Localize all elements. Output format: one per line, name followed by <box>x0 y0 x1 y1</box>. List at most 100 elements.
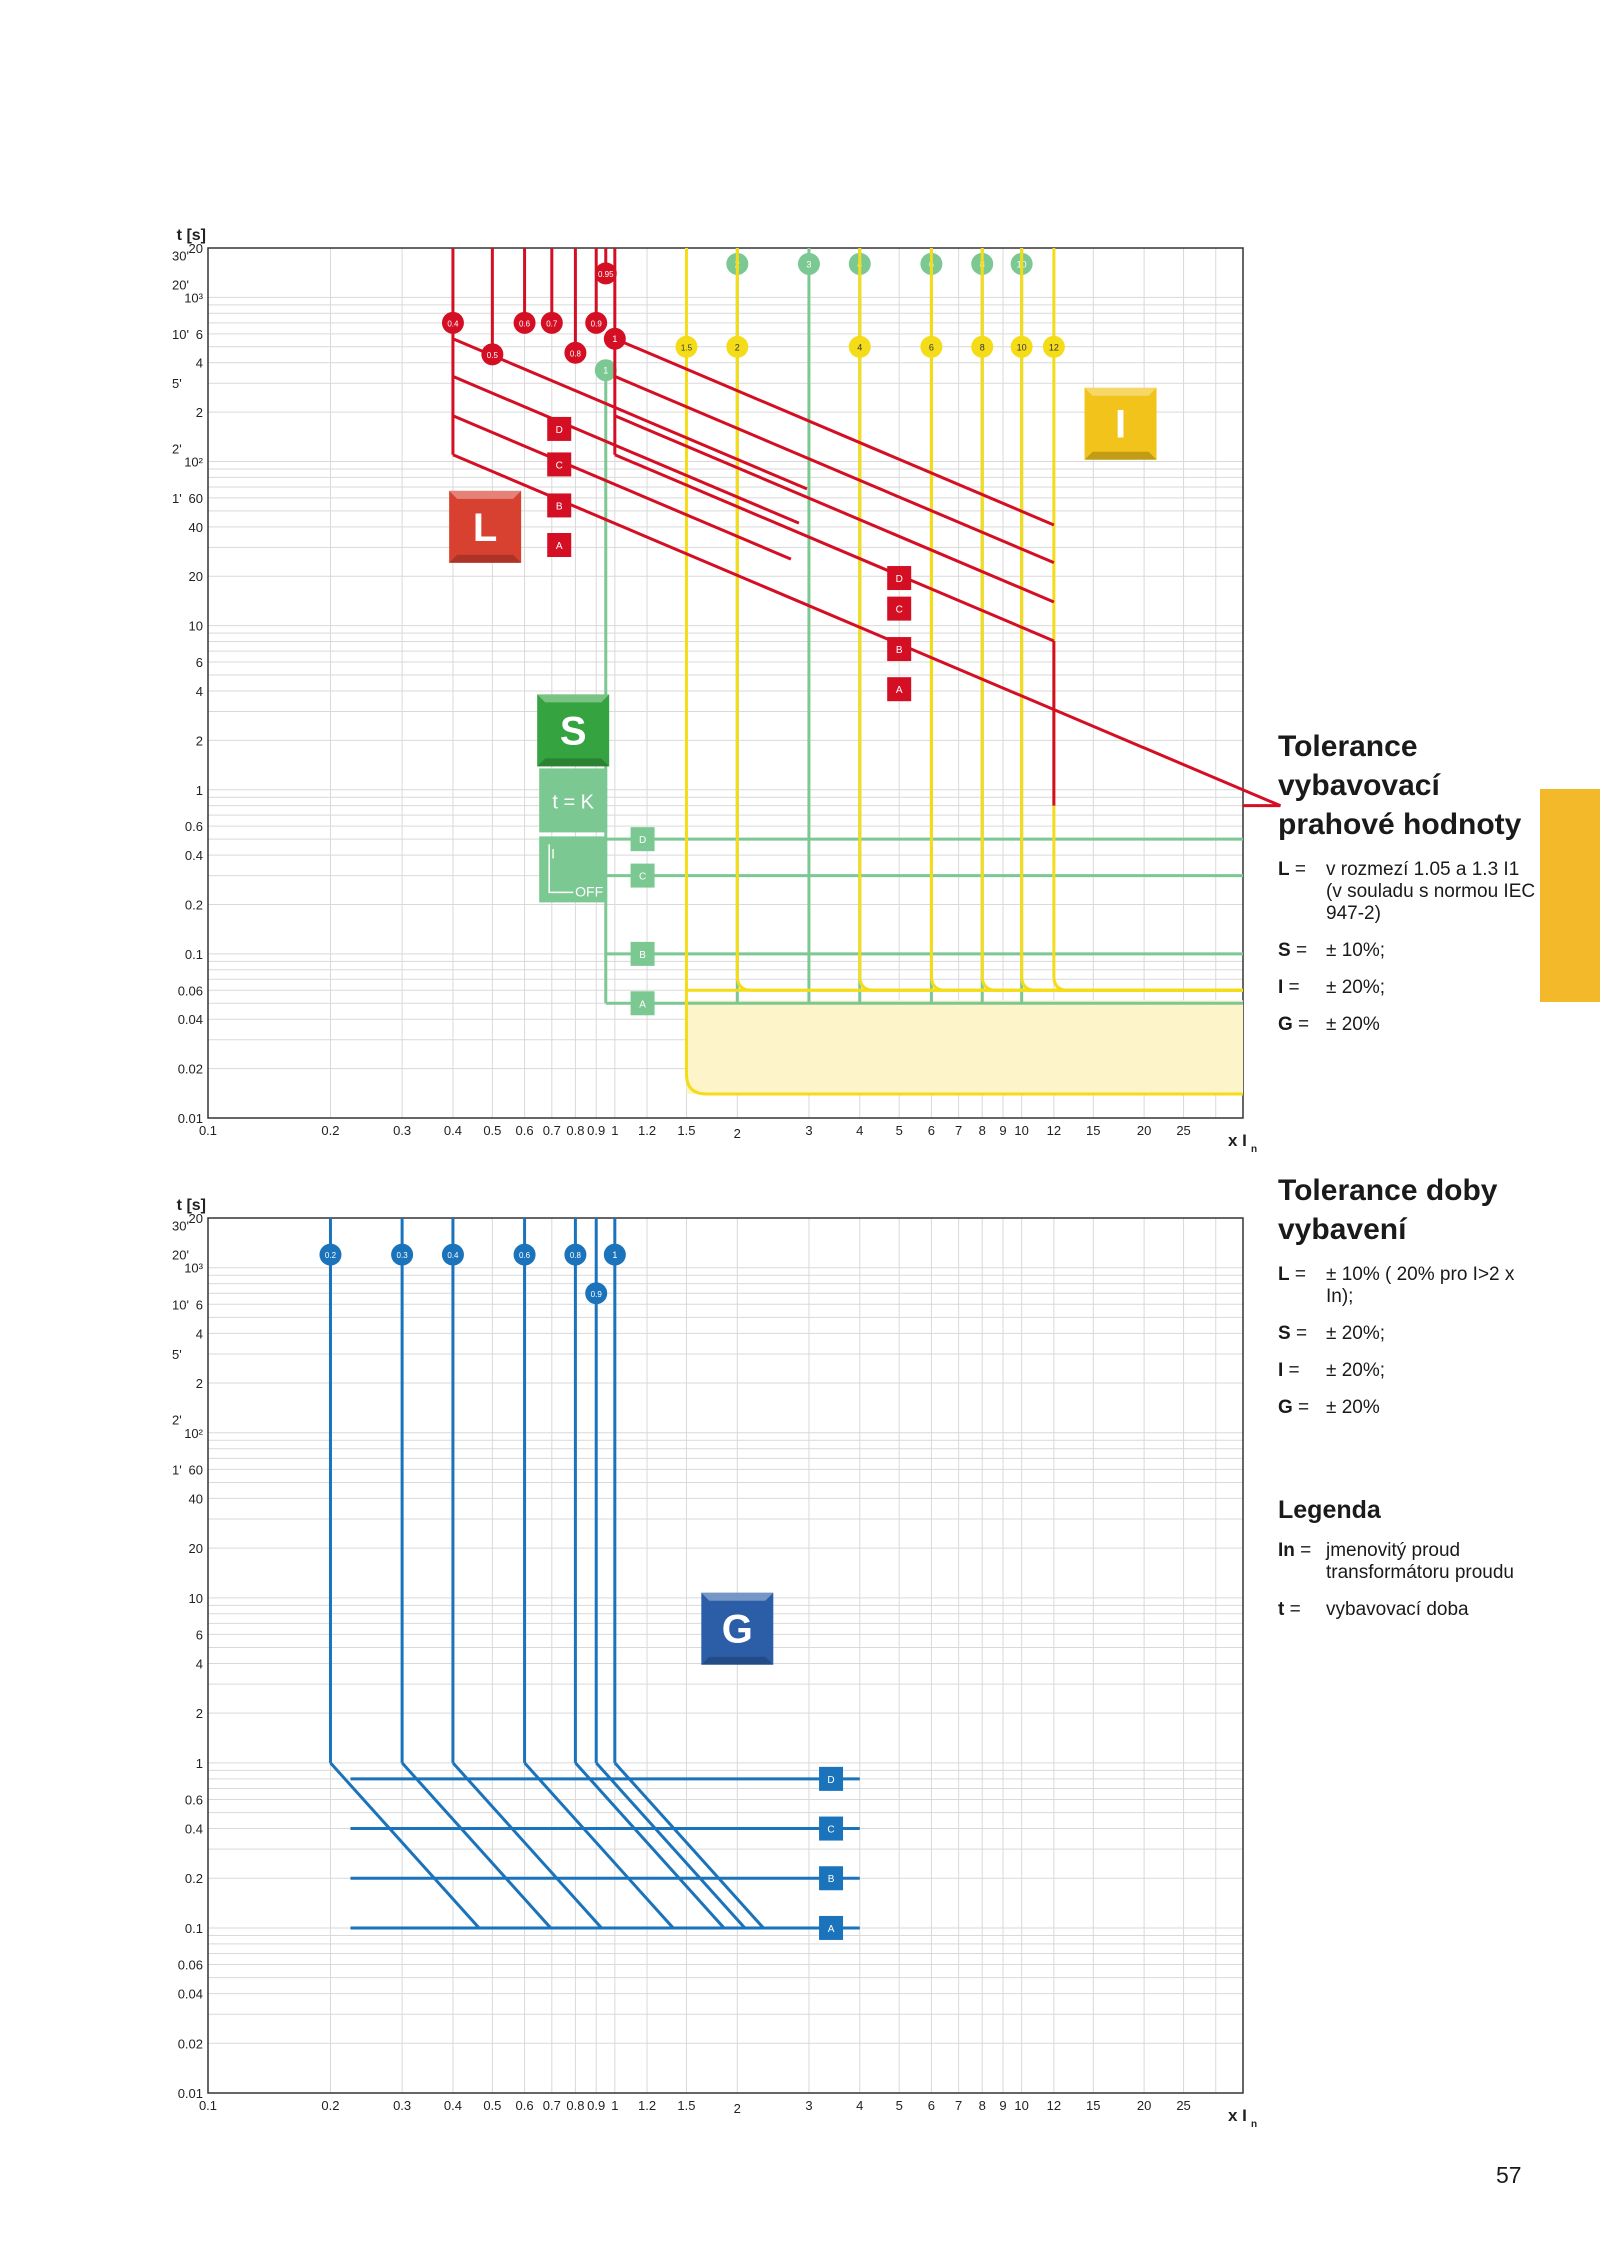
y-tick-label: 0.01 <box>178 2086 203 2101</box>
threshold-tolerance-equals: = <box>1290 940 1308 961</box>
threshold-marker-circle <box>513 311 536 334</box>
I-threshold-marker: 6 <box>920 335 943 358</box>
x-tick-label: 25 <box>1176 2098 1190 2113</box>
L-threshold-marker: 0.9 <box>585 311 608 334</box>
threshold-tolerance-list: L = v rozmezí 1.05 a 1.3 I1 (v souladu s … <box>1278 859 1538 1036</box>
y-tick-label: 4 <box>196 1656 203 1671</box>
S-option-axis <box>548 844 574 894</box>
legend-section: Legenda In = jmenovitý proud transformáto… <box>1278 1495 1538 1621</box>
threshold-marker-label: 0.6 <box>519 1251 531 1260</box>
x-tick-label: 8 <box>979 1123 986 1138</box>
x-tick-label: 0.6 <box>516 2098 534 2113</box>
x-tick-label: 0.3 <box>393 1123 411 1138</box>
I-threshold-marker: 4 <box>848 335 871 358</box>
y-tick-label: 0.1 <box>185 1921 203 1936</box>
threshold-marker-label: 10 <box>1017 342 1027 352</box>
badge-bevel-top <box>1084 387 1157 396</box>
G-ramp-line <box>595 1761 746 1929</box>
badge-body <box>701 1592 774 1665</box>
minute-label: 2' <box>172 442 182 457</box>
y-tick-label: 60 <box>189 1462 203 1477</box>
S-option-label: I <box>551 845 555 861</box>
minute-label: 30' <box>172 1219 189 1234</box>
S-band-marker: A <box>630 991 655 1016</box>
y-tick-label: 6 <box>196 327 203 342</box>
L-curve-high-B <box>614 414 1055 604</box>
badge-letter: G <box>722 1608 753 1652</box>
legend-key-letter: In <box>1278 1540 1295 1561</box>
x-tick-label: 1.5 <box>677 2098 695 2113</box>
L-threshold-marker: 0.95 <box>594 262 617 285</box>
L-curve-low-A <box>452 453 1281 808</box>
L-threshold-marker: 0.6 <box>513 311 536 334</box>
time-tolerance-key-letter: I <box>1278 1360 1284 1381</box>
x-tick-label: 0.5 <box>483 2098 501 2113</box>
legend-equals: = <box>1284 1599 1301 1620</box>
y-tick-label: 20 <box>189 1541 203 1556</box>
L-band-marker: C <box>547 452 572 477</box>
time-tolerance-list: L = ± 10% ( 20% pro I>2 x In); S = ± 20%; I … <box>1278 1264 1538 1419</box>
L-curve-low-C <box>452 375 800 525</box>
G-threshold-marker: 0.8 <box>564 1243 587 1266</box>
S-band-marker: B <box>630 941 655 966</box>
threshold-tolerance-title: Tolerance vybavovací prahové hodnoty <box>1278 730 1522 841</box>
y-tick-label: 0.04 <box>178 1987 203 2002</box>
L-band-marker: D <box>547 416 572 441</box>
legend-equals: = <box>1294 1540 1312 1561</box>
threshold-marker-circle <box>603 327 626 350</box>
threshold-marker-label: 4 <box>857 342 862 352</box>
S-threshold-marker: 3 <box>797 252 820 275</box>
badge-letter: L <box>473 506 497 550</box>
y-tick-label: 40 <box>189 1491 203 1506</box>
badge-bevel-bottom <box>1084 451 1157 460</box>
x-tick-label: 2 <box>734 2101 741 2116</box>
x-tick-label: 0.3 <box>393 2098 411 2113</box>
G-threshold-marker: 0.3 <box>391 1243 414 1266</box>
threshold-marker-label: 0.8 <box>570 349 582 358</box>
time-tolerance-value: ± 10% ( 20% pro I>2 x In); <box>1326 1264 1515 1307</box>
x-tick-label: 0.1 <box>199 1123 217 1138</box>
band-marker-box <box>819 1766 844 1791</box>
band-marker-label: B <box>896 645 903 656</box>
L-threshold-marker: 0.7 <box>540 311 563 334</box>
G-band-marker: C <box>819 1816 844 1841</box>
threshold-marker-circle <box>726 335 749 358</box>
threshold-marker-circle <box>1042 335 1065 358</box>
threshold-tolerance-row: I = ± 20%; <box>1278 977 1538 999</box>
x-tick-label: 0.7 <box>543 2098 561 2113</box>
I-threshold-line <box>1052 248 1243 992</box>
threshold-tolerance-key-letter: I <box>1278 977 1284 998</box>
G-ramp-line <box>613 1761 765 1929</box>
time-tolerance-key: S = <box>1278 1323 1326 1345</box>
I-threshold-marker: 12 <box>1042 335 1065 358</box>
minute-label: 10' <box>172 1297 189 1312</box>
legend-key: t = <box>1278 1599 1326 1621</box>
x-tick-label: 1.2 <box>638 2098 656 2113</box>
y-tick-label: 20 <box>189 569 203 584</box>
L-threshold-marker: 0.5 <box>481 343 504 366</box>
x-tick-label: 12 <box>1047 1123 1061 1138</box>
function-badge-S: S <box>537 694 610 767</box>
badge-letter: S <box>560 709 587 753</box>
band-marker-label: A <box>896 685 903 696</box>
y-tick-label: 0.4 <box>185 848 203 863</box>
minute-label: 10' <box>172 327 189 342</box>
threshold-marker-circle <box>540 311 563 334</box>
I-threshold-marker: 10 <box>1010 335 1033 358</box>
legend-value: jmenovitý proud transformátoru proudu <box>1326 1540 1514 1583</box>
G-ramp-line <box>451 1761 603 1929</box>
threshold-marker-circle <box>441 1243 464 1266</box>
L-curve-low-D <box>452 337 808 491</box>
threshold-tolerance-equals: = <box>1283 977 1300 998</box>
band-marker-label: D <box>556 425 563 436</box>
x-tick-label: 3 <box>805 2098 812 2113</box>
x-tick-label: 10 <box>1014 2098 1028 2113</box>
threshold-marker-circle <box>585 311 608 334</box>
threshold-marker-circle <box>564 1243 587 1266</box>
y-tick-label: 0.2 <box>185 897 203 912</box>
x-tick-label: 0.7 <box>543 1123 561 1138</box>
y-tick-label: 20 <box>189 1211 203 1226</box>
minute-label: 20' <box>172 277 189 292</box>
S-option-label: OFF <box>575 883 603 899</box>
